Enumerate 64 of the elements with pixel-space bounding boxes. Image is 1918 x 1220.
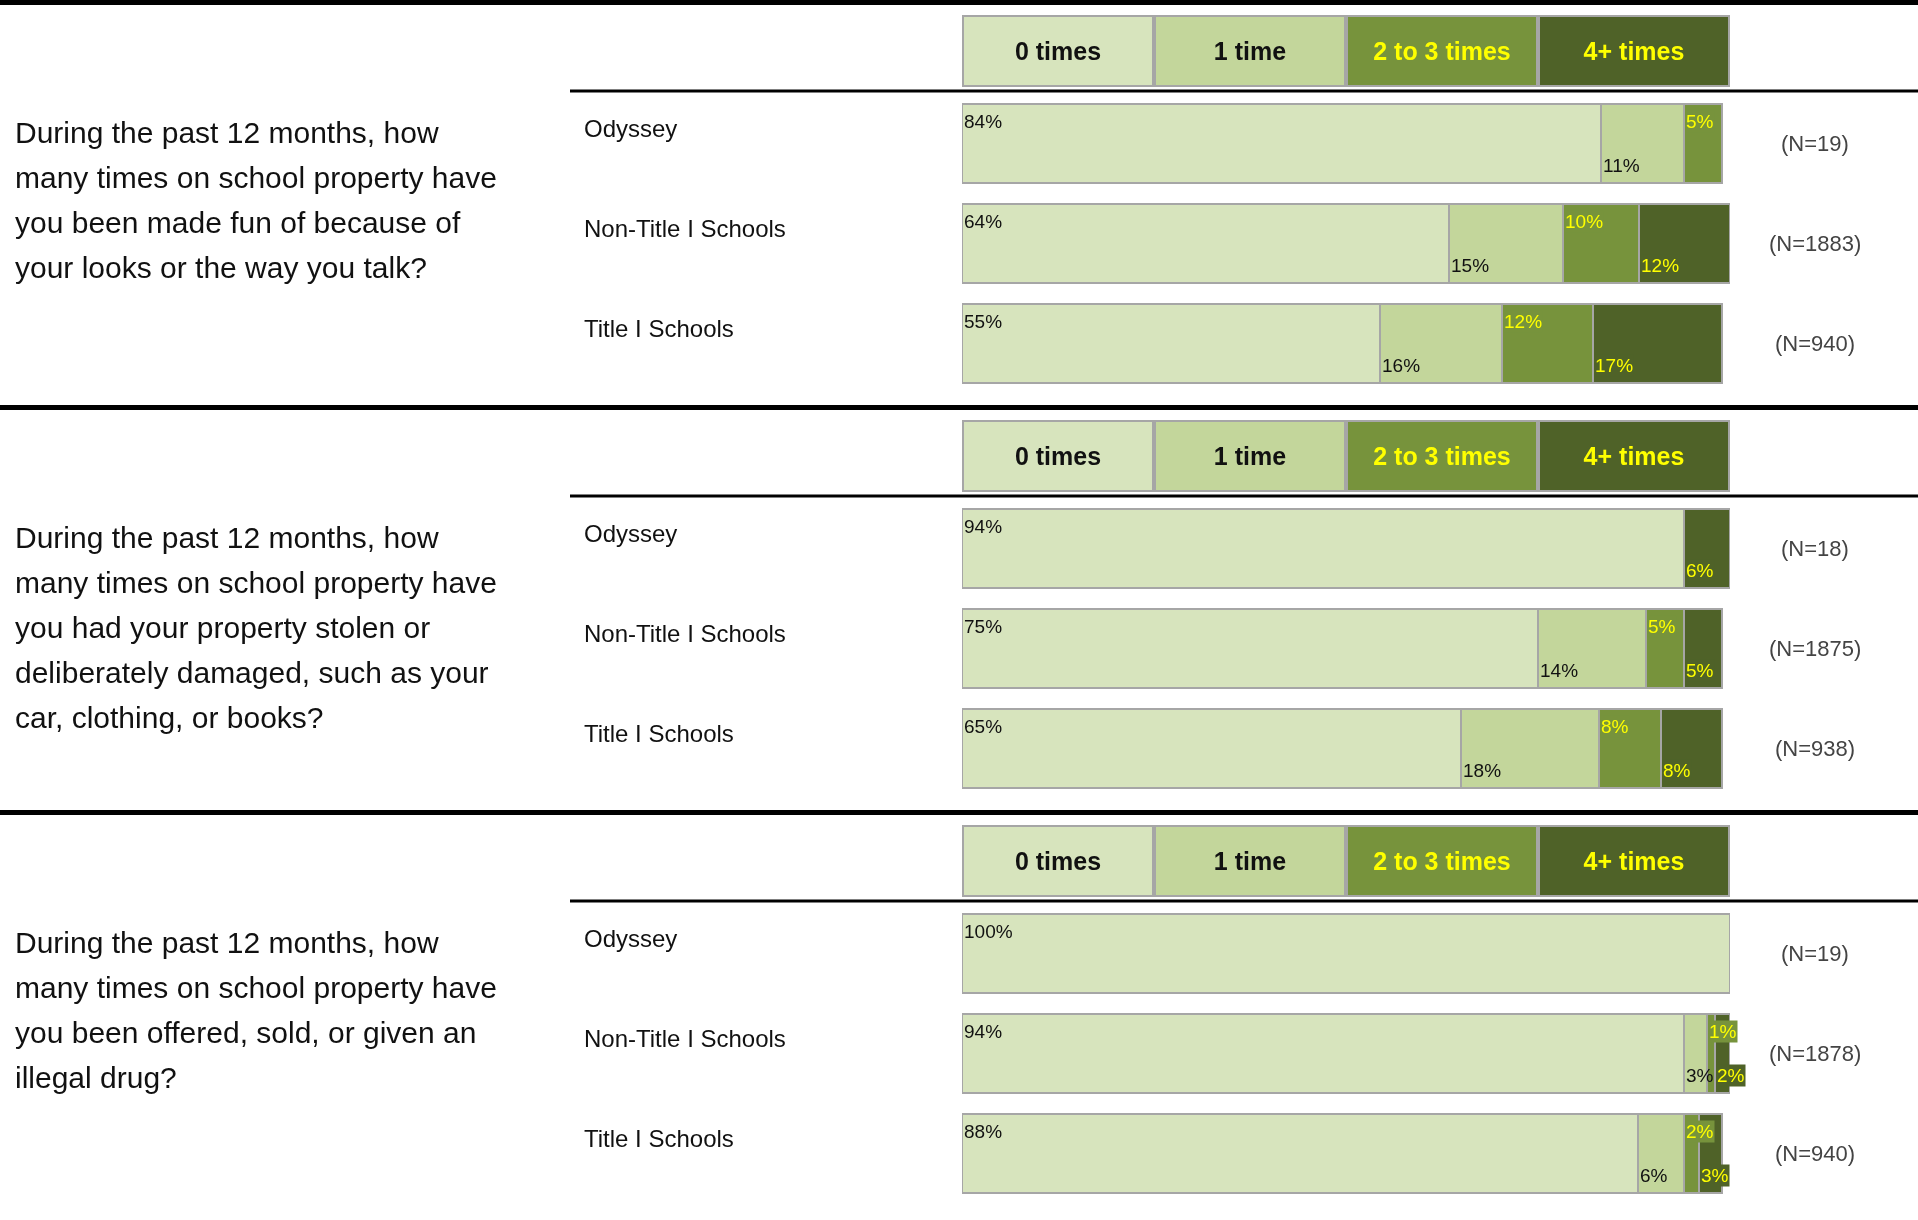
data-label: 12%	[1641, 255, 1680, 276]
y-tick-label: Non-Title I Schools	[584, 1025, 786, 1053]
series-label: 0 times	[1014, 442, 1102, 470]
data-label: 8%	[1601, 716, 1629, 737]
data-label: 14%	[1540, 660, 1579, 681]
text: (N=19)	[1781, 131, 1849, 156]
data-label: 75%	[964, 616, 1003, 637]
data-label: 84%	[964, 111, 1003, 132]
data-label: 94%	[964, 1021, 1003, 1042]
y-tick-label: Odyssey	[584, 115, 678, 143]
data-label: 5%	[1686, 111, 1714, 132]
data-label: 2%	[1686, 1121, 1714, 1142]
text: 2 to 3 times	[1373, 37, 1511, 65]
data-label: 17%	[1595, 355, 1634, 376]
data-label: 94%	[964, 516, 1003, 537]
text: (N=940)	[1775, 1141, 1856, 1166]
series-label: 0 times	[1014, 847, 1102, 875]
text: 1 time	[1213, 442, 1287, 470]
text: 4+ times	[1583, 847, 1685, 875]
text: During the past 12 months, how many times on school property have you had your property stolen or deliberately damaged, such as your car, clothing, or books?	[15, 520, 498, 736]
data-label: 100%	[964, 921, 1013, 942]
data-label: 1%	[1709, 1021, 1737, 1042]
data-label: 11%	[1603, 155, 1640, 176]
y-tick-label: Title I Schools	[584, 315, 734, 343]
data-label: 2%	[1717, 1065, 1745, 1086]
y-tick-label: Non-Title I Schools	[584, 620, 786, 648]
data-label: 8%	[1663, 760, 1691, 781]
data-label: 55%	[964, 311, 1003, 332]
data-label: 6%	[1640, 1165, 1668, 1186]
text: (N=938)	[1775, 736, 1856, 761]
data-label: 16%	[1382, 355, 1421, 376]
text: (N=940)	[1775, 331, 1856, 356]
text: (N=1878)	[1769, 1041, 1862, 1066]
data-label: 3%	[1686, 1065, 1714, 1086]
bar	[962, 912, 1730, 994]
text: (N=1875)	[1769, 636, 1862, 661]
series-label: 4+ times	[1583, 442, 1685, 470]
data-label: 12%	[1504, 311, 1543, 332]
data-label: 5%	[1648, 616, 1676, 637]
text: During the past 12 months, how many times on school property have you been offered, sold, or given an illegal drug?	[15, 925, 498, 1096]
data-label: 6%	[1686, 560, 1714, 581]
text: 4+ times	[1583, 37, 1685, 65]
data-label: 65%	[964, 716, 1003, 737]
text: 1 time	[1213, 847, 1287, 875]
y-tick-label: Odyssey	[584, 925, 678, 953]
y-tick-label: Odyssey	[584, 520, 678, 548]
text: 1 time	[1213, 37, 1287, 65]
y-tick-label: Title I Schools	[584, 1125, 734, 1153]
text: (N=18)	[1781, 536, 1849, 561]
data-label: 88%	[964, 1121, 1003, 1142]
data-label: 5%	[1686, 660, 1714, 681]
data-label: 15%	[1451, 255, 1490, 276]
y-tick-label: Title I Schools	[584, 720, 734, 748]
text: During the past 12 months, how many times on school property have you been made fun of because of your looks or the way you talk?	[15, 115, 498, 286]
data-label: 10%	[1565, 211, 1604, 232]
series-label: 0 times	[1014, 37, 1102, 65]
y-tick-label: Non-Title I Schools	[584, 215, 786, 243]
text: (N=19)	[1781, 941, 1849, 966]
data-label: 3%	[1701, 1165, 1729, 1186]
text: 2 to 3 times	[1373, 442, 1511, 470]
text: 2 to 3 times	[1373, 847, 1511, 875]
data-label: 64%	[964, 211, 1003, 232]
text: (N=1883)	[1769, 231, 1862, 256]
data-label: 18%	[1463, 760, 1502, 781]
